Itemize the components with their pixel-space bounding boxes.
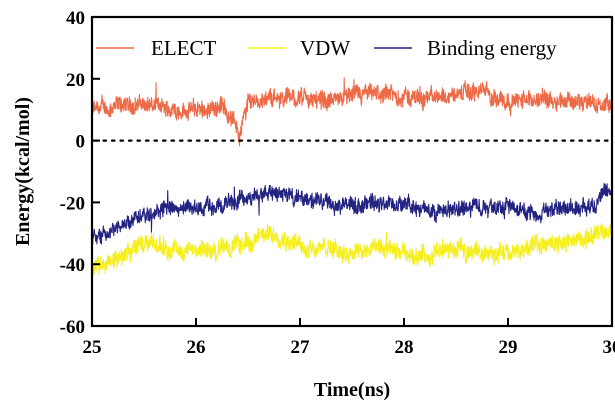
x-tick-label: 30 [603, 337, 615, 358]
axis-ticks: 25 26 27 28 29 30 40 20 0 -20 -40 -60 [60, 8, 615, 358]
legend-label-binding-energy: Binding energy [427, 36, 557, 60]
plot-lines [91, 77, 613, 276]
y-tick-label: -40 [60, 255, 85, 276]
y-tick-label: 20 [66, 70, 85, 91]
x-axis-title: Time(ns) [314, 379, 390, 401]
x-tick-label: 27 [291, 337, 311, 358]
plot-frame [90, 15, 614, 328]
x-tick-label: 28 [395, 337, 414, 358]
x-tick-label: 26 [187, 337, 206, 358]
series-line-binding-energy [91, 182, 613, 245]
legend: ELECT VDW Binding energy [96, 36, 557, 60]
y-tick-label: 0 [76, 132, 86, 153]
y-tick-label: -60 [60, 317, 85, 338]
series-line-elect [91, 77, 613, 147]
legend-label-elect: ELECT [151, 36, 216, 60]
x-tick-label: 29 [499, 337, 518, 358]
legend-label-vdw: VDW [300, 36, 350, 60]
x-tick-label: 25 [83, 337, 102, 358]
series-line-vdw [91, 223, 613, 276]
y-axis-title: Energy(kcal/mol) [12, 97, 34, 246]
y-tick-label: 40 [66, 8, 85, 29]
y-tick-label: -20 [60, 193, 85, 214]
